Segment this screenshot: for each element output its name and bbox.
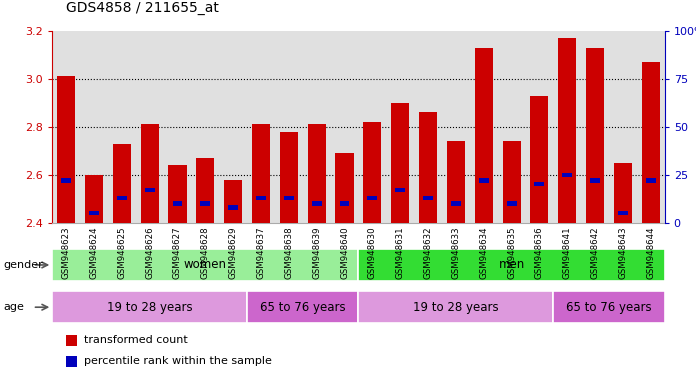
Text: GSM948633: GSM948633 [452,227,460,279]
Text: percentile rank within the sample: percentile rank within the sample [84,356,271,366]
Bar [252,124,270,223]
Text: transformed count: transformed count [84,335,187,345]
Bar [52,291,247,323]
Bar [312,201,322,206]
Text: GSM948626: GSM948626 [145,227,154,279]
Bar [308,124,326,223]
Bar [173,201,182,206]
Bar [113,144,131,223]
Bar [61,178,71,183]
Text: GSM948629: GSM948629 [229,227,237,279]
Bar [447,141,465,223]
Bar [475,48,493,223]
Bar [479,178,489,183]
Bar [618,211,628,215]
Bar [335,153,354,223]
Bar [646,178,656,183]
Text: GSM948630: GSM948630 [368,227,377,279]
Bar [503,141,521,223]
Text: GSM948644: GSM948644 [647,227,655,279]
Text: GSM948634: GSM948634 [480,227,488,279]
Bar [419,113,437,223]
Text: women: women [184,258,227,271]
Text: GSM948637: GSM948637 [257,227,265,279]
Bar [614,163,632,223]
Bar [358,249,665,281]
Text: GSM948638: GSM948638 [285,227,293,279]
Text: 65 to 76 years: 65 to 76 years [566,301,652,314]
Bar [256,195,266,200]
Bar [358,291,553,323]
Bar [52,249,358,281]
Bar [558,38,576,223]
Bar [363,122,381,223]
Text: GSM948640: GSM948640 [340,227,349,279]
Bar [89,211,99,215]
Bar [228,205,238,210]
Bar [367,195,377,200]
Text: GSM948625: GSM948625 [118,227,126,279]
Bar [57,76,75,223]
Text: GSM948643: GSM948643 [619,227,627,279]
Bar [562,172,572,177]
Text: 19 to 28 years: 19 to 28 years [106,301,193,314]
Bar [590,178,600,183]
Bar [642,62,660,223]
Bar [395,188,405,192]
Bar [423,195,433,200]
Bar [224,180,242,223]
Text: GSM948623: GSM948623 [62,227,70,279]
Bar [247,291,358,323]
Bar [117,195,127,200]
Bar [200,201,210,206]
Text: GSM948631: GSM948631 [396,227,404,279]
Bar [507,201,516,206]
Text: GSM948628: GSM948628 [201,227,209,279]
Bar [535,182,544,187]
Text: GSM948627: GSM948627 [173,227,182,279]
Text: 65 to 76 years: 65 to 76 years [260,301,346,314]
Text: GSM948632: GSM948632 [424,227,432,279]
Bar [553,291,665,323]
Bar [586,48,604,223]
Bar [196,158,214,223]
Bar [85,175,103,223]
Text: age: age [3,302,24,312]
Text: GSM948635: GSM948635 [507,227,516,279]
Text: GSM948636: GSM948636 [535,227,544,279]
Bar [530,96,548,223]
Text: GSM948642: GSM948642 [591,227,599,279]
Text: 19 to 28 years: 19 to 28 years [413,301,499,314]
Bar [280,132,298,223]
Text: GSM948624: GSM948624 [90,227,98,279]
Bar [451,201,461,206]
Bar [391,103,409,223]
Text: GSM948641: GSM948641 [563,227,571,279]
Bar [340,201,349,206]
Bar [168,165,187,223]
Bar [145,188,155,192]
Text: GDS4858 / 211655_at: GDS4858 / 211655_at [66,2,219,15]
Text: gender: gender [3,260,43,270]
Text: GSM948639: GSM948639 [313,227,321,279]
Bar [284,195,294,200]
Bar [141,124,159,223]
Text: men: men [498,258,525,271]
